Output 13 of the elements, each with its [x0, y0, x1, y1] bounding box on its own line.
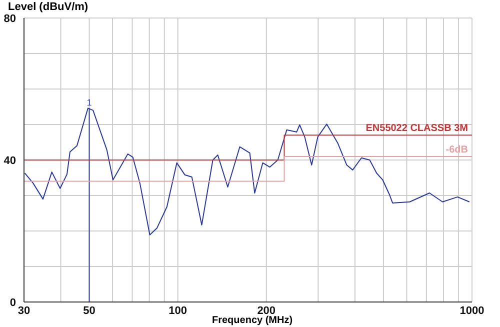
- x-tick-label: 30: [18, 304, 30, 317]
- y-tick-label: 40: [4, 154, 16, 167]
- x-tick-label: 100: [168, 304, 187, 317]
- annotation: 1: [86, 97, 92, 108]
- x-tick-label: 1000: [460, 304, 484, 317]
- series-label: EN55022 CLASSB 3M: [366, 123, 468, 134]
- y-tick-label: 80: [4, 12, 16, 25]
- y-tick-label: 0: [10, 296, 16, 309]
- y-axis-title: Level (dBuV/m): [8, 1, 88, 13]
- x-axis-title: Frequency (MHz): [212, 315, 293, 327]
- series-label: -6dB: [446, 144, 468, 156]
- x-tick-label: 200: [257, 304, 276, 317]
- x-tick-label: 50: [83, 304, 96, 317]
